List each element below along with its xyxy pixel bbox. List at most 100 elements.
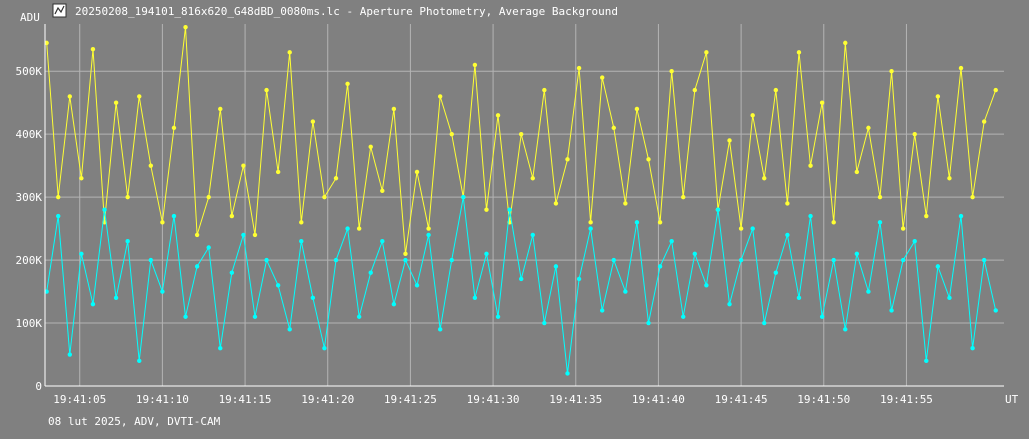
data-point bbox=[113, 295, 119, 301]
data-point bbox=[843, 327, 848, 332]
data-point bbox=[449, 257, 454, 263]
data-point bbox=[67, 94, 73, 99]
data-point bbox=[970, 194, 975, 200]
data-point bbox=[634, 220, 640, 225]
x-axis-ticks: 19:41:05 19:41:10 19:41:15 19:41:20 19:41:25… bbox=[53, 393, 933, 406]
data-point bbox=[310, 295, 316, 301]
series-line-cyan bbox=[46, 197, 997, 374]
data-point bbox=[681, 314, 686, 319]
data-point bbox=[194, 264, 200, 269]
data-point bbox=[299, 239, 304, 244]
data-point bbox=[333, 176, 339, 181]
data-point bbox=[518, 276, 524, 282]
y-tick-label: 200K bbox=[16, 254, 43, 267]
data-point bbox=[495, 113, 501, 118]
data-point bbox=[600, 308, 605, 313]
data-point bbox=[993, 308, 998, 313]
data-point bbox=[576, 276, 582, 282]
data-point bbox=[715, 207, 721, 212]
data-point bbox=[252, 314, 258, 319]
data-point bbox=[472, 62, 478, 68]
data-point bbox=[484, 207, 489, 212]
data-point bbox=[380, 239, 385, 244]
data-point bbox=[299, 220, 304, 225]
data-point bbox=[831, 257, 836, 263]
data-point bbox=[530, 176, 535, 181]
data-point bbox=[785, 201, 790, 206]
data-point bbox=[611, 257, 616, 263]
data-point bbox=[391, 301, 397, 307]
data-point bbox=[484, 251, 489, 256]
data-point bbox=[333, 257, 339, 263]
data-point bbox=[56, 194, 61, 200]
data-point bbox=[229, 213, 235, 219]
data-point bbox=[912, 239, 917, 244]
data-point bbox=[750, 226, 755, 231]
data-point bbox=[148, 257, 154, 263]
data-point bbox=[657, 264, 663, 269]
data-point bbox=[762, 320, 767, 326]
data-point bbox=[275, 169, 281, 175]
y-tick-label: 100K bbox=[16, 317, 43, 330]
x-axis-label: UT bbox=[1005, 393, 1019, 406]
data-point bbox=[565, 371, 570, 376]
data-point bbox=[553, 201, 559, 206]
data-point bbox=[588, 220, 593, 225]
y-axis-label: ADU bbox=[20, 11, 40, 24]
data-point bbox=[773, 87, 779, 93]
series-line-yellow bbox=[46, 27, 997, 254]
x-tick-label: 19:41:35 bbox=[549, 393, 602, 406]
data-point bbox=[79, 251, 84, 256]
data-point bbox=[345, 226, 350, 231]
data-point bbox=[264, 87, 269, 93]
data-point bbox=[981, 119, 987, 124]
data-point bbox=[704, 283, 709, 288]
x-tick-label: 19:41:20 bbox=[301, 393, 354, 406]
y-tick-label: 0 bbox=[35, 380, 42, 393]
data-point bbox=[194, 232, 200, 238]
data-point bbox=[634, 106, 640, 112]
data-point bbox=[970, 346, 975, 351]
grid bbox=[45, 24, 1004, 386]
data-point bbox=[843, 40, 848, 46]
data-point bbox=[403, 257, 408, 263]
data-point bbox=[565, 157, 570, 162]
data-point bbox=[229, 270, 235, 275]
data-point bbox=[889, 308, 894, 313]
x-tick-label: 19:41:55 bbox=[880, 393, 933, 406]
x-tick-label: 19:41:05 bbox=[53, 393, 106, 406]
data-point bbox=[241, 163, 246, 168]
data-point bbox=[947, 295, 952, 301]
data-point bbox=[310, 119, 316, 124]
data-point bbox=[600, 75, 605, 80]
data-point bbox=[518, 131, 524, 137]
data-point bbox=[322, 194, 327, 200]
data-point bbox=[90, 46, 96, 52]
data-point bbox=[437, 327, 443, 332]
series-layer bbox=[44, 24, 998, 376]
x-tick-label: 19:41:45 bbox=[715, 393, 768, 406]
data-point bbox=[646, 157, 651, 162]
axes bbox=[44, 24, 1004, 387]
data-point bbox=[125, 239, 130, 244]
x-tick-label: 19:41:10 bbox=[136, 393, 189, 406]
data-point bbox=[900, 226, 906, 231]
data-point bbox=[669, 69, 674, 74]
data-point bbox=[275, 283, 281, 288]
data-point bbox=[947, 176, 952, 181]
data-point bbox=[889, 69, 894, 74]
data-point bbox=[877, 220, 883, 225]
data-point bbox=[345, 81, 350, 87]
data-point bbox=[762, 176, 767, 181]
data-point bbox=[877, 194, 883, 200]
data-point bbox=[773, 270, 779, 275]
y-axis-ticks: 0 100K 200K 300K 400K 500K bbox=[16, 65, 43, 393]
data-point bbox=[854, 169, 860, 175]
x-tick-label: 19:41:15 bbox=[219, 393, 272, 406]
data-point bbox=[507, 207, 512, 212]
data-point bbox=[403, 251, 408, 256]
lightcurve-app-icon[interactable] bbox=[52, 3, 67, 18]
data-point bbox=[785, 232, 790, 238]
data-point bbox=[356, 226, 362, 231]
data-point bbox=[796, 50, 802, 55]
